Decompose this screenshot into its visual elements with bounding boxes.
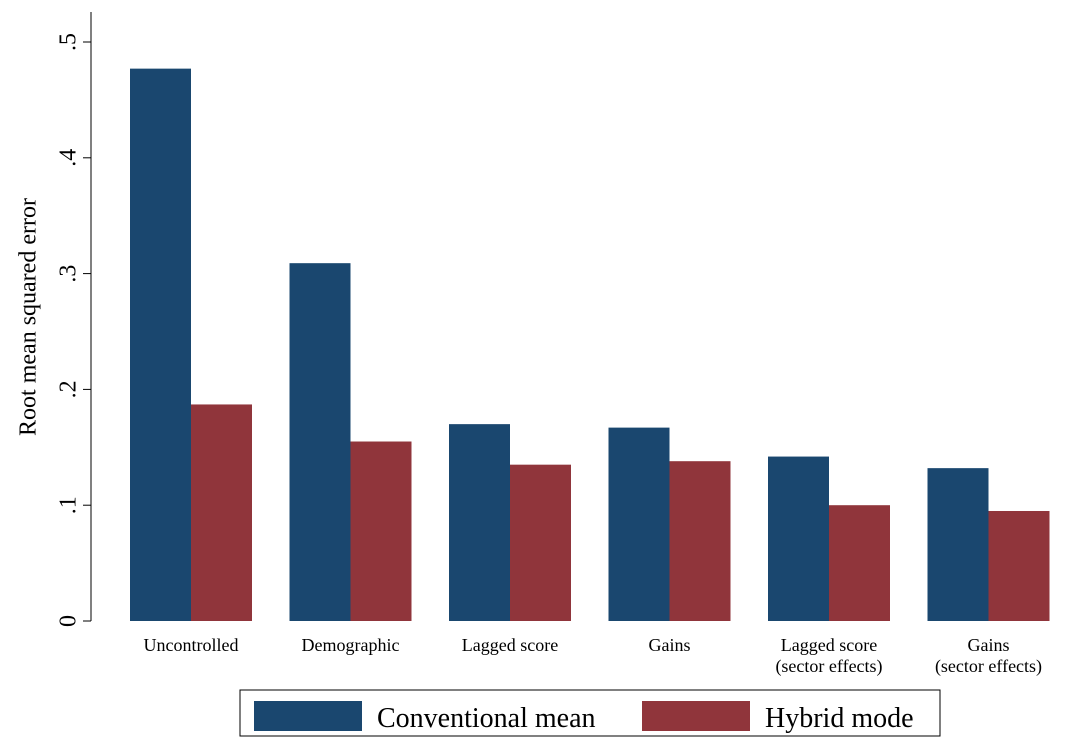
y-tick-label: .5: [56, 33, 82, 51]
y-tick-label: .2: [56, 380, 82, 398]
y-tick-label: 0: [56, 615, 82, 627]
x-tick-label: Lagged score: [781, 635, 877, 655]
bar-conventional-mean: [289, 263, 351, 621]
legend-swatch: [642, 701, 750, 731]
bar-conventional-mean: [768, 456, 829, 621]
legend-label: Conventional mean: [377, 703, 596, 734]
y-tick-label: .3: [56, 265, 82, 283]
bar-conventional-mean: [130, 68, 191, 621]
x-tick-label: Uncontrolled: [144, 635, 239, 655]
legend: Conventional mean Hybrid mode: [239, 689, 941, 737]
bar-hybrid-mode: [191, 404, 252, 621]
bar-conventional-mean: [449, 424, 510, 621]
y-tick-label: .4: [56, 149, 82, 167]
x-tick-label: Gains: [968, 635, 1010, 655]
x-tick-label: (sector effects): [935, 656, 1042, 677]
bar-hybrid-mode: [510, 464, 571, 621]
bar-conventional-mean: [927, 468, 989, 621]
x-tick-label: Gains: [649, 635, 691, 655]
x-tick-label: Demographic: [302, 635, 400, 655]
bar-hybrid-mode: [669, 461, 731, 621]
y-axis-title: Root mean squared error: [16, 198, 42, 436]
bar-hybrid-mode: [988, 510, 1050, 621]
bar-conventional-mean: [608, 427, 670, 621]
plot-area: 0 .1 .2 .3 .4 .5 Root mean squared error Uncont…: [16, 12, 1050, 677]
legend-swatch: [254, 701, 362, 731]
x-tick-label: (sector effects): [775, 656, 882, 677]
bar-hybrid-mode: [350, 441, 412, 621]
bar-hybrid-mode: [829, 505, 890, 621]
x-tick-label: Lagged score: [462, 635, 558, 655]
legend-label: Hybrid mode: [765, 703, 914, 734]
y-tick-label: .1: [56, 496, 82, 514]
